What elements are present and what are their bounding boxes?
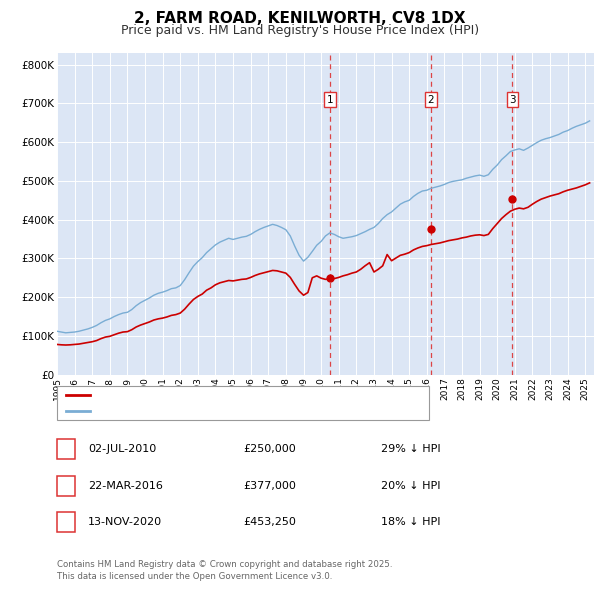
Text: 22-MAR-2016: 22-MAR-2016: [88, 481, 163, 490]
Text: 20% ↓ HPI: 20% ↓ HPI: [381, 481, 440, 490]
Text: £453,250: £453,250: [243, 517, 296, 527]
Text: 3: 3: [509, 95, 516, 104]
Text: 2, FARM ROAD, KENILWORTH, CV8 1DX (detached house): 2, FARM ROAD, KENILWORTH, CV8 1DX (detac…: [94, 391, 374, 401]
Text: 18% ↓ HPI: 18% ↓ HPI: [381, 517, 440, 527]
Text: 13-NOV-2020: 13-NOV-2020: [88, 517, 163, 527]
Text: 29% ↓ HPI: 29% ↓ HPI: [381, 444, 440, 454]
Text: £250,000: £250,000: [243, 444, 296, 454]
Text: 3: 3: [62, 517, 70, 527]
Text: 1: 1: [62, 444, 70, 454]
Text: £377,000: £377,000: [243, 481, 296, 490]
Text: 02-JUL-2010: 02-JUL-2010: [88, 444, 157, 454]
Text: Price paid vs. HM Land Registry's House Price Index (HPI): Price paid vs. HM Land Registry's House …: [121, 24, 479, 37]
Text: 2: 2: [427, 95, 434, 104]
Text: HPI: Average price, detached house, Warwick: HPI: Average price, detached house, Warw…: [94, 406, 316, 416]
Text: Contains HM Land Registry data © Crown copyright and database right 2025.
This d: Contains HM Land Registry data © Crown c…: [57, 560, 392, 581]
Text: 2, FARM ROAD, KENILWORTH, CV8 1DX: 2, FARM ROAD, KENILWORTH, CV8 1DX: [134, 11, 466, 25]
Text: 2: 2: [62, 481, 70, 490]
Text: 1: 1: [326, 95, 333, 104]
